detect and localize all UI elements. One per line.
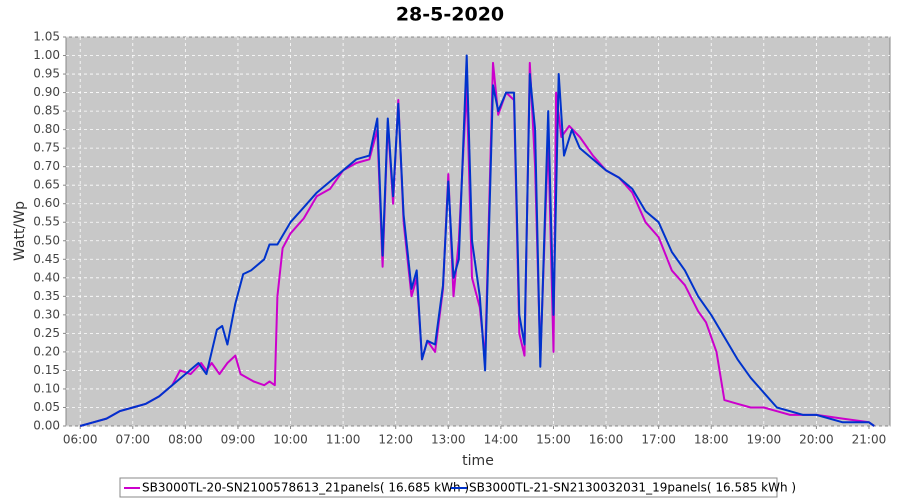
- y-tick-label: 0.55: [33, 215, 60, 229]
- x-tick-label: 07:00: [115, 433, 150, 447]
- y-tick-label: 0.50: [33, 233, 60, 247]
- y-tick-label: 0.75: [33, 141, 60, 155]
- x-tick-label: 14:00: [484, 433, 519, 447]
- x-tick-label: 15:00: [536, 433, 571, 447]
- y-tick-label: 0.95: [33, 67, 60, 81]
- y-tick-label: 0.30: [33, 307, 60, 321]
- y-tick-label: 1.00: [33, 48, 60, 62]
- x-tick-label: 16:00: [589, 433, 624, 447]
- y-tick-label: 1.05: [33, 30, 60, 44]
- x-tick-label: 19:00: [747, 433, 782, 447]
- y-axis-label: Watt/Wp: [12, 201, 28, 261]
- x-tick-label: 17:00: [641, 433, 676, 447]
- y-tick-label: 0.05: [33, 400, 60, 414]
- y-tick-label: 0.15: [33, 363, 60, 377]
- legend-label: SB3000TL-21-SN2130032031_19panels( 16.58…: [469, 481, 796, 495]
- y-tick-label: 0.45: [33, 252, 60, 266]
- x-tick-label: 13:00: [431, 433, 466, 447]
- x-tick-label: 10:00: [273, 433, 308, 447]
- y-tick-label: 0.20: [33, 344, 60, 358]
- chart-title: 28-5-2020: [396, 4, 504, 26]
- x-tick-label: 18:00: [694, 433, 729, 447]
- y-tick-label: 0.40: [33, 270, 60, 284]
- x-tick-label: 11:00: [326, 433, 361, 447]
- legend: [119, 477, 778, 498]
- x-tick-label: 12:00: [378, 433, 413, 447]
- plot-area: [65, 36, 891, 427]
- y-tick-label: 0.70: [33, 159, 60, 173]
- y-tick-label: 0.60: [33, 196, 60, 210]
- y-tick-label: 0.65: [33, 178, 60, 192]
- line: [79, 54, 875, 427]
- y-tick-label: 0.00: [33, 419, 60, 433]
- x-tick-label: 06:00: [63, 433, 98, 447]
- y-tick-label: 0.80: [33, 122, 60, 136]
- legend-label: SB3000TL-20-SN2100578613_21panels( 16.68…: [142, 481, 469, 495]
- y-tick-label: 0.90: [33, 85, 60, 99]
- x-tick-label: 20:00: [799, 433, 834, 447]
- x-axis-label: time: [462, 453, 494, 469]
- x-tick-label: 21:00: [852, 433, 887, 447]
- y-tick-label: 0.35: [33, 289, 60, 303]
- x-tick-label: 08:00: [168, 433, 203, 447]
- y-tick-label: 0.25: [33, 326, 60, 340]
- y-tick-label: 0.85: [33, 104, 60, 118]
- x-tick-label: 09:00: [221, 433, 256, 447]
- y-tick-label: 0.10: [33, 381, 60, 395]
